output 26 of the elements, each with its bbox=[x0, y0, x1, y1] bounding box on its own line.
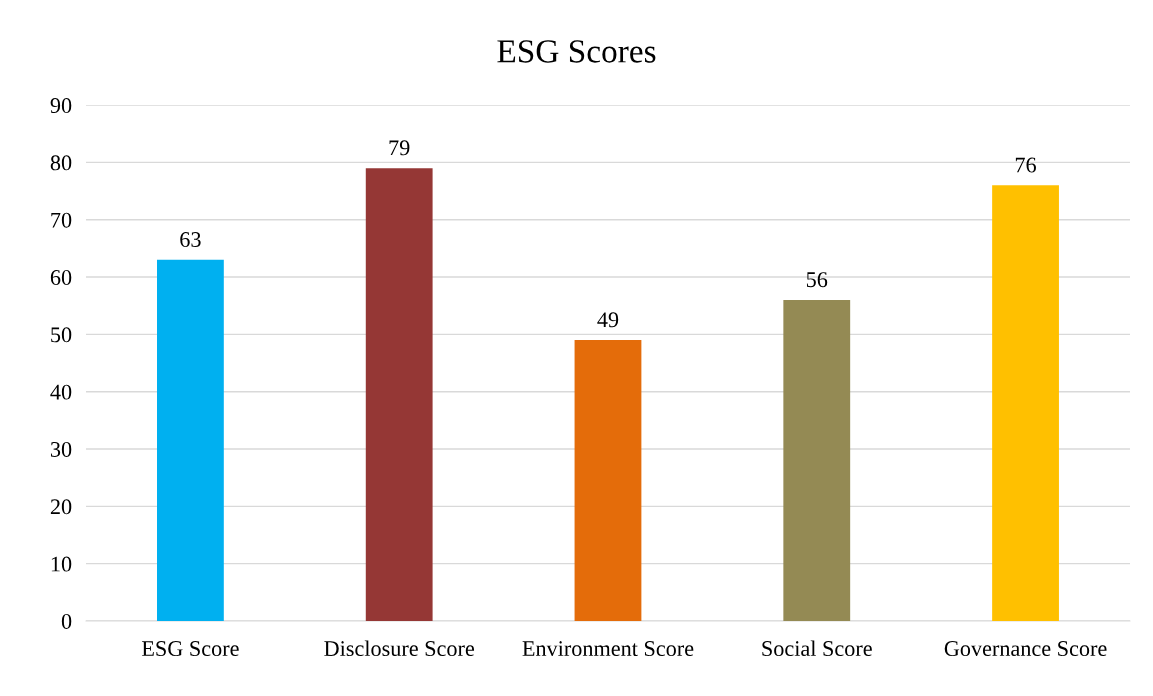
bar bbox=[157, 259, 224, 621]
bar bbox=[574, 340, 642, 621]
y-tick-label: 70 bbox=[51, 212, 72, 228]
bar bbox=[365, 168, 433, 621]
y-tick-label: 60 bbox=[50, 269, 72, 285]
data-label: 63 bbox=[180, 232, 201, 248]
data-label: 79 bbox=[389, 140, 410, 156]
data-label: 49 bbox=[597, 312, 619, 328]
y-tick-label: 50 bbox=[51, 327, 72, 343]
x-tick-label: Social Score bbox=[762, 640, 872, 657]
bar bbox=[992, 185, 1059, 621]
y-tick-label: 80 bbox=[50, 155, 72, 171]
y-tick-label: 10 bbox=[51, 556, 72, 572]
data-label: 76 bbox=[1015, 157, 1036, 173]
data-label: 56 bbox=[806, 272, 828, 288]
y-tick-label: 90 bbox=[50, 98, 72, 114]
y-tick-label: 30 bbox=[50, 441, 72, 457]
y-tick-label: 20 bbox=[50, 499, 72, 515]
x-tick-label: Environment Score bbox=[522, 641, 694, 657]
x-tick-label: ESG Score bbox=[141, 641, 239, 657]
x-tick-label: Disclosure Score bbox=[324, 640, 475, 657]
x-tick-label: Governance Score bbox=[944, 641, 1107, 657]
y-tick-label: 0 bbox=[61, 613, 72, 629]
chart-title: ESG Scores bbox=[497, 40, 656, 63]
y-tick-label: 40 bbox=[50, 384, 72, 400]
bar bbox=[783, 299, 851, 621]
